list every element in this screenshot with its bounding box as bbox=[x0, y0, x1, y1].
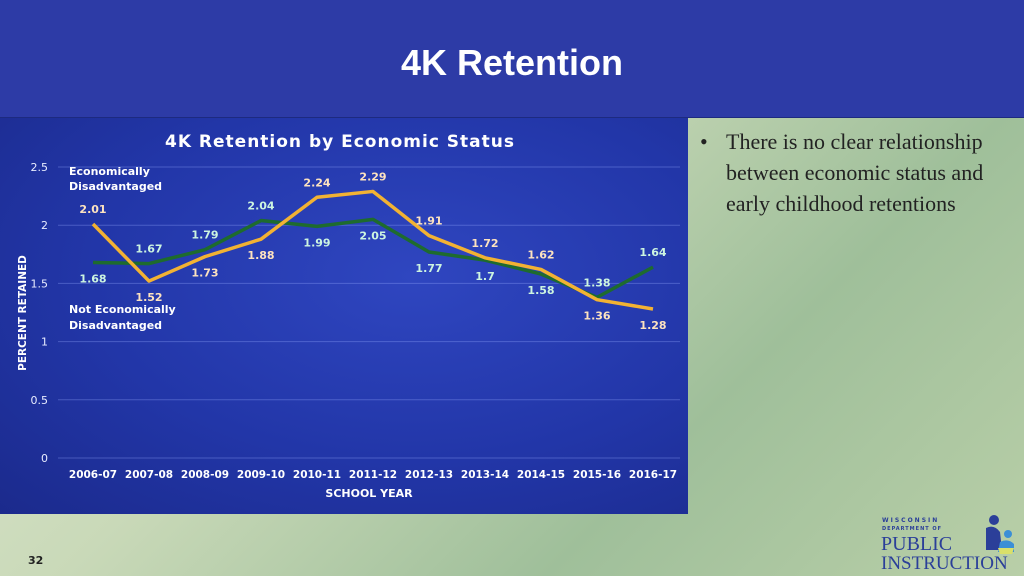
logo-figure-icon bbox=[989, 515, 999, 525]
chart-svg: 4K Retention by Economic Status00.511.52… bbox=[17, 132, 680, 500]
data-label: 1.73 bbox=[191, 267, 218, 280]
data-label: 1.91 bbox=[415, 215, 442, 228]
bullet-list: • There is no clear relationship between… bbox=[700, 126, 1020, 219]
data-label: 1.99 bbox=[303, 236, 330, 249]
x-tick-label: 2015-16 bbox=[573, 469, 621, 481]
x-tick-label: 2010-11 bbox=[293, 469, 341, 481]
x-tick-label: 2007-08 bbox=[125, 469, 173, 481]
data-label: 1.77 bbox=[415, 262, 442, 275]
data-label: 1.62 bbox=[527, 248, 554, 261]
logo-line2: DEPARTMENT OF bbox=[882, 526, 942, 532]
chart-title: 4K Retention by Economic Status bbox=[165, 132, 515, 152]
x-tick-label: 2014-15 bbox=[517, 469, 565, 481]
series-line-not-disadvantaged bbox=[92, 217, 654, 300]
data-label: 1.68 bbox=[79, 272, 106, 285]
data-label: 1.64 bbox=[639, 246, 666, 259]
page-number: 32 bbox=[28, 554, 44, 567]
y-tick-label: 0.5 bbox=[31, 394, 49, 407]
data-label: 1.72 bbox=[471, 237, 498, 250]
series-line-disadvantaged bbox=[91, 189, 654, 311]
y-tick-label: 2.5 bbox=[31, 161, 49, 174]
data-label: 1.52 bbox=[135, 291, 162, 304]
y-tick-label: 2 bbox=[41, 219, 48, 232]
data-label: 1.28 bbox=[639, 319, 666, 332]
data-label: 1.7 bbox=[475, 270, 495, 283]
data-label: 2.01 bbox=[79, 203, 106, 216]
logo-line1: WISCONSIN bbox=[882, 517, 939, 524]
data-label: 2.24 bbox=[303, 176, 330, 189]
x-tick-label: 2012-13 bbox=[405, 469, 453, 481]
logo-line3: PUBLIC bbox=[881, 533, 952, 555]
series-label-not-disadvantaged-line1: Not Economically bbox=[69, 303, 176, 316]
x-tick-label: 2006-07 bbox=[69, 469, 117, 481]
x-tick-label: 2011-12 bbox=[349, 469, 397, 481]
series-label-disadvantaged-line1: Economically bbox=[69, 165, 150, 178]
y-tick-label: 1.5 bbox=[31, 277, 49, 290]
series-label-not-disadvantaged-line2: Disadvantaged bbox=[69, 319, 162, 332]
data-label: 1.67 bbox=[135, 243, 162, 256]
x-tick-label: 2008-09 bbox=[181, 469, 229, 481]
slide-title: 4K Retention bbox=[400, 42, 623, 83]
data-label: 1.88 bbox=[247, 249, 274, 262]
data-label: 2.29 bbox=[359, 170, 386, 183]
bullet-text: There is no clear relationship between e… bbox=[726, 129, 984, 216]
dpi-logo: WISCONSIN DEPARTMENT OF PUBLIC INSTRUCTI… bbox=[881, 515, 1014, 572]
x-tick-label: 2013-14 bbox=[461, 469, 509, 481]
y-tick-label: 0 bbox=[41, 452, 48, 465]
slide-header: 4K Retention bbox=[0, 0, 1024, 118]
data-label: 1.58 bbox=[527, 284, 554, 297]
data-label: 2.04 bbox=[247, 200, 274, 213]
data-label: 1.79 bbox=[191, 229, 218, 242]
series-label-disadvantaged-line2: Disadvantaged bbox=[69, 180, 162, 193]
x-tick-label: 2016-17 bbox=[629, 469, 677, 481]
x-axis-label: SCHOOL YEAR bbox=[325, 487, 413, 500]
bullet-icon: • bbox=[700, 129, 708, 154]
y-axis-label: PERCENT RETAINED bbox=[17, 255, 29, 371]
y-tick-label: 1 bbox=[41, 336, 48, 349]
x-tick-label: 2009-10 bbox=[237, 469, 285, 481]
data-label: 1.38 bbox=[583, 276, 610, 289]
logo-line4: INSTRUCTION bbox=[881, 553, 1008, 572]
data-label: 1.36 bbox=[583, 310, 610, 323]
line-chart: 4K Retention by Economic Status 0 0.5 1 1.5 2… bbox=[0, 118, 688, 514]
data-label: 2.05 bbox=[359, 229, 386, 242]
